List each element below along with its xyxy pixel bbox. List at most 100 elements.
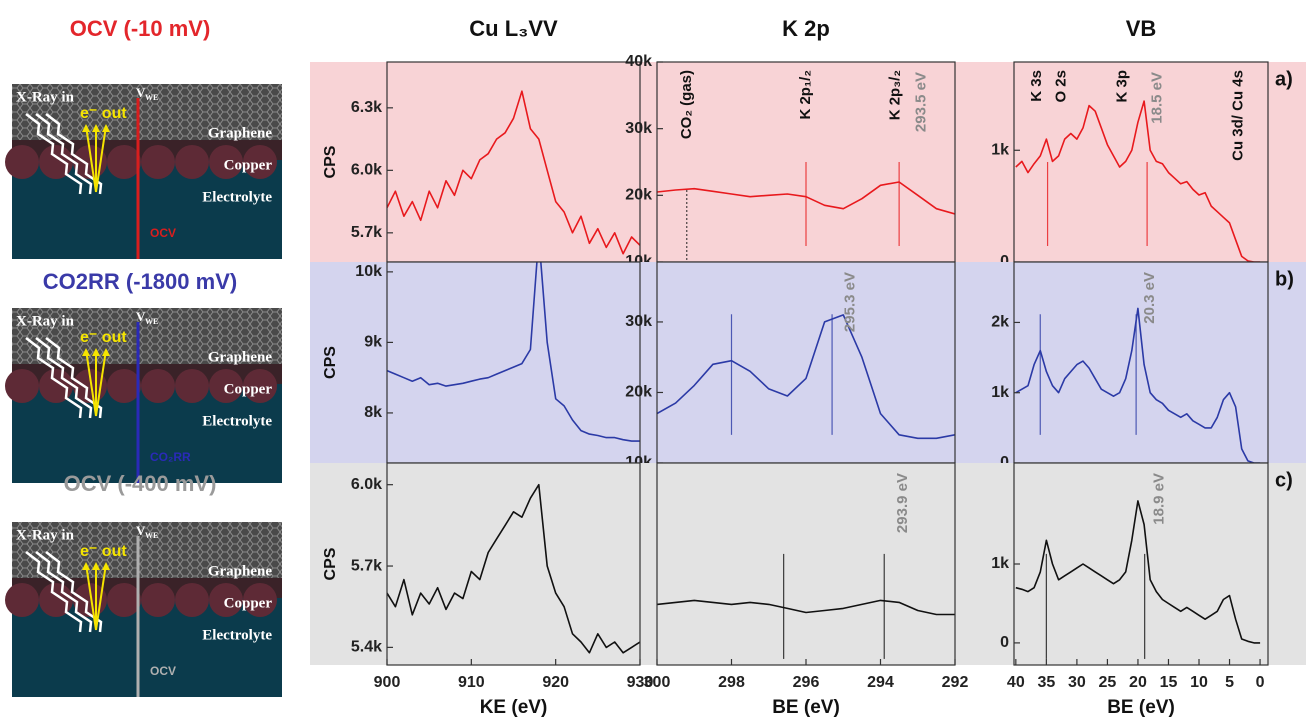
electron-arrow — [95, 125, 107, 193]
x-ray — [35, 337, 93, 419]
copper-grain — [39, 145, 73, 179]
plot-area — [1015, 307, 1261, 463]
plot-area — [657, 314, 955, 440]
arrow-head — [82, 124, 90, 132]
x-ray — [25, 551, 83, 633]
peak-label: Cu 3d/ Cu 4s — [1230, 70, 1247, 161]
panel-background — [310, 463, 648, 665]
panel-background — [985, 262, 1306, 463]
panel-label: a) — [1275, 68, 1293, 90]
plot-area — [1015, 500, 1261, 659]
panel-label: b) — [1275, 268, 1294, 290]
x-tick-label: 900 — [374, 674, 401, 691]
x-tick-label: 0 — [1256, 674, 1265, 691]
y-tick-label: 1k — [991, 555, 1009, 572]
copper-grain — [107, 583, 141, 617]
x-tick-label: 292 — [942, 674, 969, 691]
v-label: V — [136, 309, 146, 324]
panel-background — [648, 463, 985, 665]
y-axis-label: CPS — [322, 145, 339, 178]
x-axis-label: KE (eV) — [480, 697, 548, 718]
column-title: VB — [1126, 16, 1157, 41]
y-tick-label: 5.7k — [351, 224, 382, 241]
arrow-head — [92, 348, 100, 356]
copper-grain — [141, 145, 175, 179]
y-tick-label: 10k — [355, 263, 382, 280]
panel-background — [648, 62, 985, 262]
x-tick-label: 298 — [718, 674, 745, 691]
schematic: X-Ray in e⁻ out V WE Graphene Copper Electroly… — [5, 308, 282, 483]
y-tick-label: 5.4k — [351, 639, 382, 656]
y-tick-label: 8k — [364, 404, 382, 421]
potential-label: OCV — [150, 226, 176, 240]
schematic: X-Ray in e⁻ out V WE Graphene Copper Electroly… — [5, 522, 282, 697]
v-sub-label: WE — [145, 317, 158, 326]
x-tick-label: 15 — [1160, 674, 1178, 691]
spectrum — [657, 181, 955, 215]
x-tick-label: 300 — [644, 674, 671, 691]
plot-area — [387, 262, 640, 442]
electron-arrow — [95, 563, 107, 631]
y-axis-label: CPS — [322, 547, 339, 580]
y-tick-label: 20k — [625, 384, 652, 401]
panel-background — [648, 262, 985, 463]
layer-label: Copper — [224, 595, 273, 611]
copper-grain — [5, 369, 39, 403]
plot-area — [1015, 100, 1261, 262]
plot-area — [387, 483, 640, 654]
peak-label: K 2p₁/₂ — [797, 70, 814, 120]
copper-grain — [141, 369, 175, 403]
schematic-title: OCV (-400 mV) — [64, 471, 217, 496]
layer-label: Electrolyte — [202, 413, 272, 429]
copper-grain — [141, 583, 175, 617]
y-tick-label: 9k — [364, 334, 382, 351]
x-tick-label: 910 — [458, 674, 485, 691]
electron-arrow — [85, 349, 97, 417]
layer-label: Electrolyte — [202, 627, 272, 643]
x-tick-label: 40 — [1007, 674, 1025, 691]
plot-area — [657, 162, 955, 262]
energy-label: 293.9 eV — [894, 473, 911, 533]
x-ray — [35, 551, 93, 633]
y-tick-label: 0 — [1000, 634, 1009, 651]
x-ray-label: X-Ray in — [16, 527, 75, 543]
plot-area — [657, 553, 955, 659]
v-label: V — [136, 85, 146, 100]
y-tick-label: 6.3k — [351, 99, 382, 116]
electron-arrow — [85, 125, 97, 193]
energy-label: 295.3 eV — [842, 272, 859, 332]
panel-frame — [386, 462, 641, 666]
x-tick-label: 920 — [542, 674, 569, 691]
column-title: K 2p — [782, 16, 830, 41]
arrow-head — [102, 348, 110, 356]
copper-grain — [5, 583, 39, 617]
layer-label: Electrolyte — [202, 189, 272, 205]
x-tick-label: 5 — [1225, 674, 1234, 691]
v-sub-label: WE — [145, 93, 158, 102]
energy-label: 20.3 eV — [1141, 272, 1158, 324]
arrow-head — [92, 124, 100, 132]
y-tick-label: 30k — [625, 313, 652, 330]
arrow-head — [102, 562, 110, 570]
panel-background — [985, 463, 1306, 665]
energy-label: 18.9 eV — [1150, 473, 1167, 525]
copper-grain — [209, 369, 243, 403]
x-ray — [25, 113, 83, 195]
plot-area — [387, 90, 640, 255]
peak-label: K 3s — [1028, 70, 1045, 102]
x-tick-label: 30 — [1068, 674, 1086, 691]
arrow-head — [82, 562, 90, 570]
spectrum — [1015, 307, 1261, 463]
column-title: Cu L₃VV — [469, 16, 558, 41]
panel-label: c) — [1275, 469, 1293, 491]
x-tick-label: 296 — [793, 674, 820, 691]
copper-grain — [243, 583, 277, 617]
y-tick-label: 1k — [991, 141, 1009, 158]
electron-arrow — [95, 349, 107, 417]
peak-label: K 2p₃/₂ — [886, 70, 903, 120]
peak-label: K 3p — [1114, 70, 1131, 103]
electron-label: e⁻ out — [80, 543, 127, 560]
x-ray-label: X-Ray in — [16, 89, 75, 105]
y-tick-label: 2k — [991, 314, 1009, 331]
